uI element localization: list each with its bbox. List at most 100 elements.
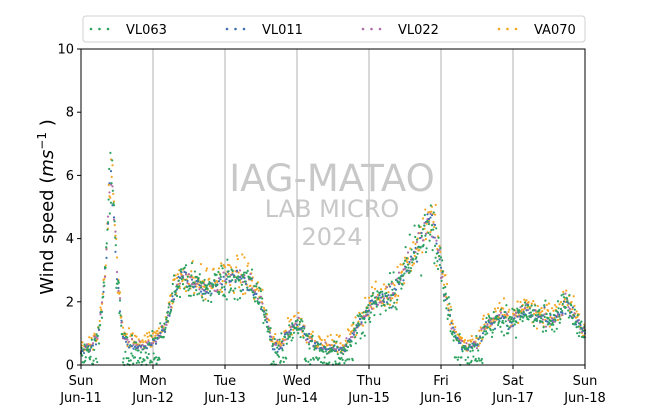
data-point [288, 324, 291, 327]
data-point [198, 284, 201, 287]
data-point [549, 312, 552, 315]
data-point [421, 217, 425, 220]
data-point [415, 238, 419, 241]
data-point [106, 222, 110, 225]
data-point [112, 204, 116, 207]
data-point [557, 307, 560, 310]
data-point [240, 283, 243, 286]
data-point [84, 356, 87, 359]
data-point [405, 256, 408, 260]
data-point [115, 286, 118, 289]
data-point [331, 338, 334, 342]
data-point [550, 328, 554, 331]
data-point [432, 228, 435, 231]
y-tick-label: 10 [57, 43, 74, 58]
data-point [195, 289, 198, 292]
data-point [512, 318, 515, 321]
legend-item-va070: VA070 [497, 23, 576, 38]
data-point [508, 308, 511, 311]
data-point [454, 356, 458, 359]
data-point [429, 233, 432, 236]
data-point [549, 315, 552, 319]
data-point [472, 355, 475, 358]
data-point [424, 208, 427, 211]
data-point [210, 300, 213, 304]
data-point [106, 228, 109, 231]
data-point [525, 309, 528, 312]
data-point [106, 221, 110, 224]
data-point [90, 338, 93, 341]
data-point [485, 316, 488, 320]
data-point [576, 319, 579, 322]
data-point [526, 306, 529, 309]
data-point [567, 309, 570, 312]
data-point [439, 256, 443, 259]
data-point [136, 359, 140, 362]
data-point [441, 259, 444, 262]
data-point [505, 313, 509, 316]
data-point [449, 305, 452, 308]
data-point [271, 340, 274, 343]
data-point [511, 307, 514, 310]
data-point [192, 276, 195, 279]
data-point [306, 334, 309, 338]
data-point [190, 270, 193, 273]
data-point [265, 309, 268, 312]
data-point [277, 355, 281, 358]
data-point [351, 332, 354, 335]
data-point [265, 325, 269, 328]
data-point [163, 322, 166, 325]
data-point [333, 349, 336, 353]
data-point [100, 316, 104, 319]
data-point [355, 331, 359, 335]
y-axis-label: Wind speed (ms−1 ) [35, 119, 58, 294]
data-point [453, 328, 456, 331]
y-tick-label: 0 [66, 359, 74, 374]
data-point [346, 345, 350, 349]
x-tick-label-day: Wed [283, 374, 311, 389]
data-point [235, 269, 239, 272]
data-point [186, 279, 189, 283]
data-point [319, 360, 323, 364]
data-point [105, 246, 108, 249]
data-point [250, 279, 254, 282]
data-point [307, 341, 311, 344]
data-point [377, 296, 380, 299]
data-point [181, 280, 184, 283]
data-point [430, 224, 434, 227]
data-point [541, 330, 545, 333]
data-point [538, 315, 542, 318]
data-point [322, 361, 326, 364]
data-point [472, 340, 476, 344]
data-point [297, 311, 300, 314]
data-point [469, 350, 472, 353]
data-point [495, 317, 498, 320]
data-point [520, 312, 523, 315]
data-point [118, 299, 122, 302]
data-point [451, 319, 454, 322]
data-point [382, 283, 386, 286]
data-point [81, 341, 84, 344]
data-point [427, 222, 431, 226]
data-point [295, 323, 299, 327]
data-point [130, 345, 134, 348]
data-point [345, 349, 348, 352]
data-point [292, 331, 296, 334]
data-point [402, 262, 405, 265]
data-point [445, 282, 449, 286]
data-point [229, 284, 232, 287]
data-point [438, 248, 441, 251]
data-point [254, 288, 257, 292]
data-point [95, 333, 98, 336]
data-point [225, 281, 228, 284]
data-point [133, 341, 136, 344]
data-point [115, 256, 119, 259]
data-point [272, 335, 275, 339]
data-point [195, 282, 198, 285]
data-point [259, 290, 263, 293]
data-point [427, 231, 430, 235]
data-point [342, 352, 345, 356]
data-point [124, 340, 128, 343]
data-point [217, 280, 221, 283]
data-point [234, 279, 237, 283]
